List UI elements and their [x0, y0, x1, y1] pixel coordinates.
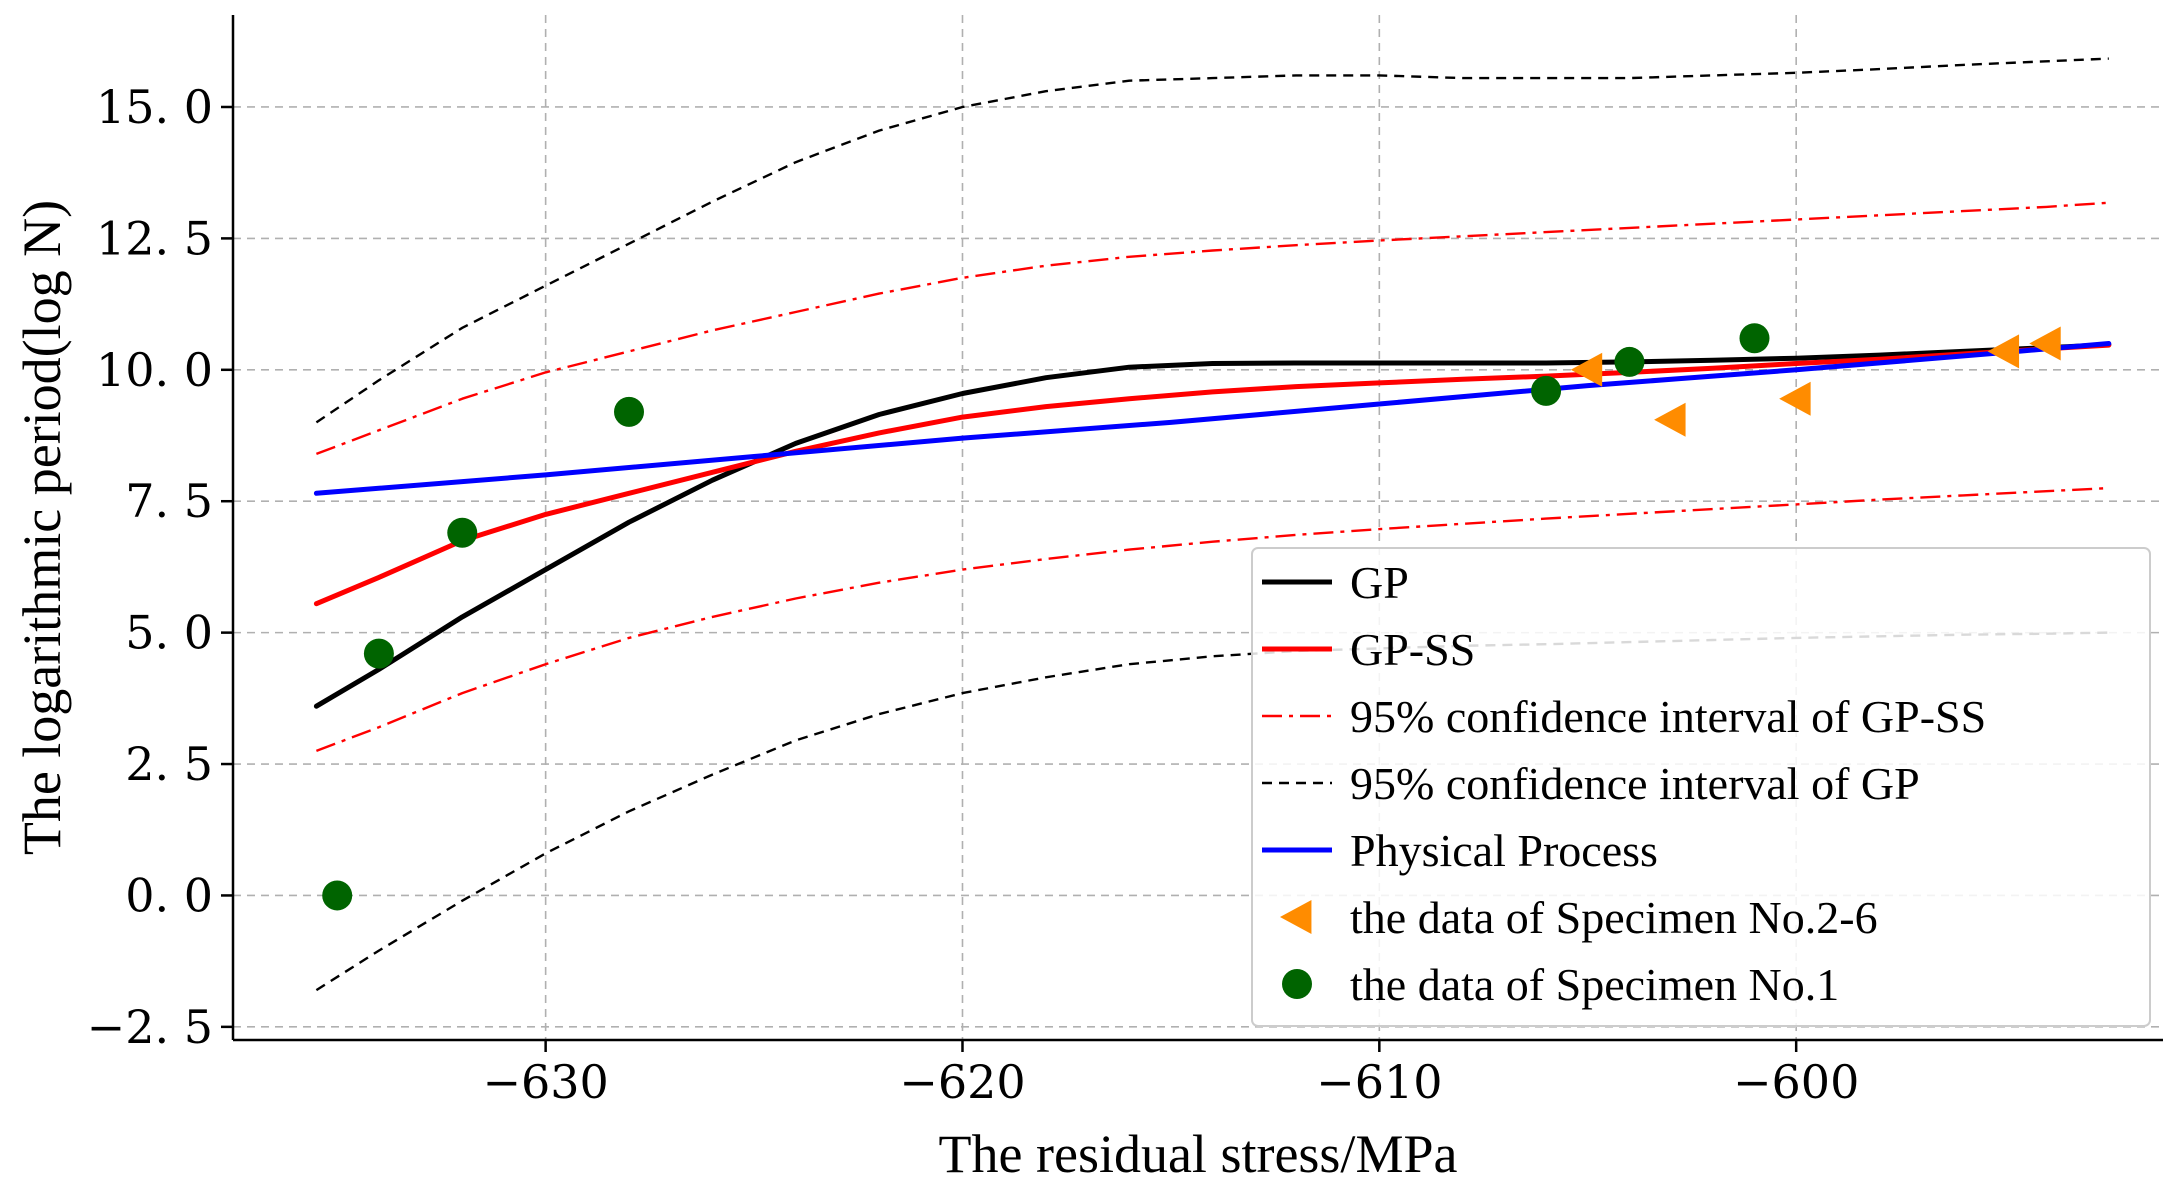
series-6-point: [322, 880, 353, 911]
series-0-line: [313, 342, 2112, 709]
series-5-point: [1654, 402, 1686, 437]
legend-label-3: 95% confidence interval of GP: [1350, 758, 1920, 809]
legend-label-1: GP-SS: [1350, 624, 1475, 675]
legend-label-5: the data of Specimen No.2-6: [1350, 892, 1878, 943]
series-5-point: [2029, 326, 2061, 361]
series-6-point: [1531, 375, 1562, 406]
x-tick-label: −620: [899, 1055, 1025, 1109]
series-3-line-1: [315, 631, 2109, 992]
series-6-point: [1739, 323, 1770, 354]
y-tick-label: 15. 0: [96, 80, 213, 134]
y-tick-label: 12. 5: [96, 211, 213, 265]
series-3-line-0: [315, 57, 2109, 424]
series-2-line-1: [315, 486, 2109, 753]
legend-label-0: GP: [1350, 557, 1409, 608]
series-6-point: [363, 638, 394, 669]
x-tick-label: −610: [1316, 1055, 1442, 1109]
series-4-line: [313, 341, 2112, 496]
series-5-point: [1987, 334, 2020, 369]
y-tick-label: 0. 0: [125, 868, 213, 922]
y-tick-label: 2. 5: [125, 737, 213, 791]
axes: [231, 15, 2163, 1042]
tick-labels: −630 −620 −610 −600 −2. 5 0. 0 2. 5 5. 0 7. 5 10.…: [87, 80, 1860, 1109]
series-5-point: [1570, 352, 1603, 387]
y-tick-label: 10. 0: [96, 343, 213, 397]
x-axis-label: The residual stress/MPa: [939, 1124, 1458, 1184]
legend-label-2: 95% confidence interval of GP-SS: [1350, 691, 1986, 742]
legend-label-6: the data of Specimen No.1: [1350, 959, 1839, 1010]
series-6-point: [1614, 346, 1645, 377]
legend-handle-6: [1282, 969, 1312, 999]
legend-handle-5: [1280, 900, 1312, 934]
series-5-point: [1779, 381, 1811, 416]
y-tick-label: 7. 5: [125, 474, 213, 528]
legend-label-4: Physical Process: [1350, 825, 1658, 876]
y-tick-label: −2. 5: [87, 1000, 213, 1054]
series-6-point: [447, 517, 478, 548]
series-6-point: [614, 396, 645, 427]
y-tick-label: 5. 0: [125, 606, 213, 660]
x-tick-label: −630: [482, 1055, 608, 1109]
series-1-line: [313, 342, 2112, 607]
x-tick-label: −600: [1733, 1055, 1859, 1109]
legend: GP GP-SS 95% confidence interval of GP-SS 9…: [1251, 547, 2151, 1027]
series-layer: [313, 57, 2112, 992]
series-2-line-0: [315, 201, 2109, 456]
legend-box: [1251, 547, 2151, 1027]
y-axis-label: The logarithmic period(log N): [12, 200, 72, 855]
